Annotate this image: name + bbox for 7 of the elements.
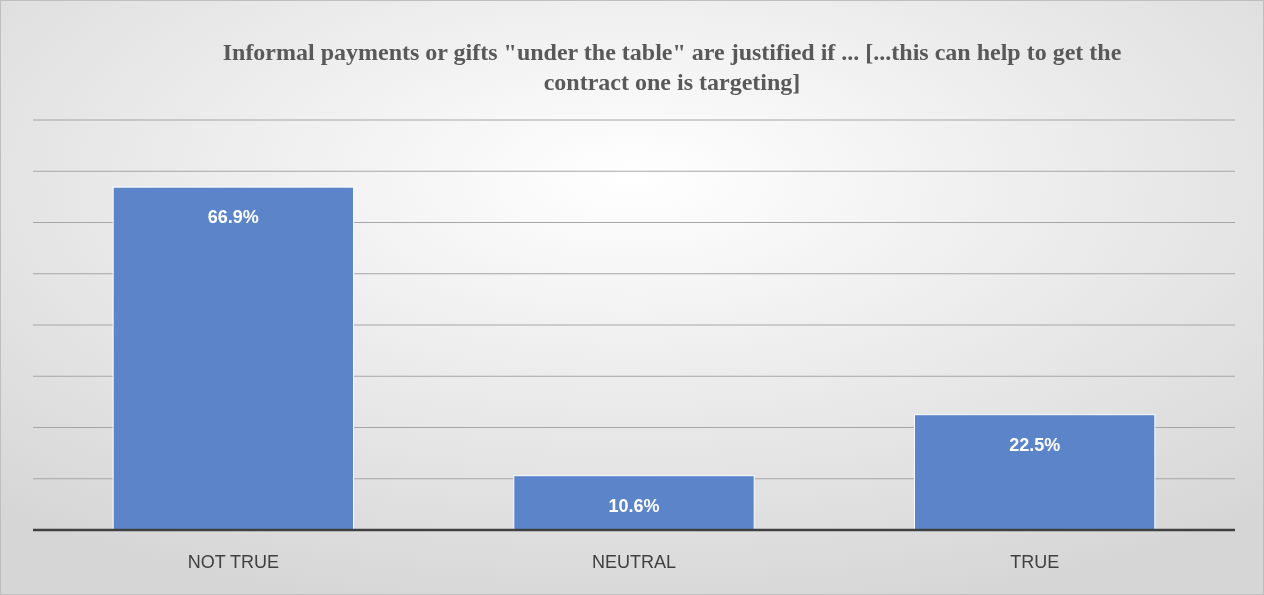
chart-title: Informal payments or gifts "under the table" are justified if ... [...this can help to get the contract one is targeting]	[222, 39, 1122, 95]
x-tick-label: NEUTRAL	[591, 552, 677, 572]
data-label: 10.6%	[608, 495, 660, 516]
x-tick-label: NOT TRUE	[187, 552, 280, 572]
x-tick-label: TRUE	[1010, 552, 1060, 572]
data-label: 22.5%	[1009, 434, 1061, 455]
data-label: 66.9%	[207, 207, 259, 228]
